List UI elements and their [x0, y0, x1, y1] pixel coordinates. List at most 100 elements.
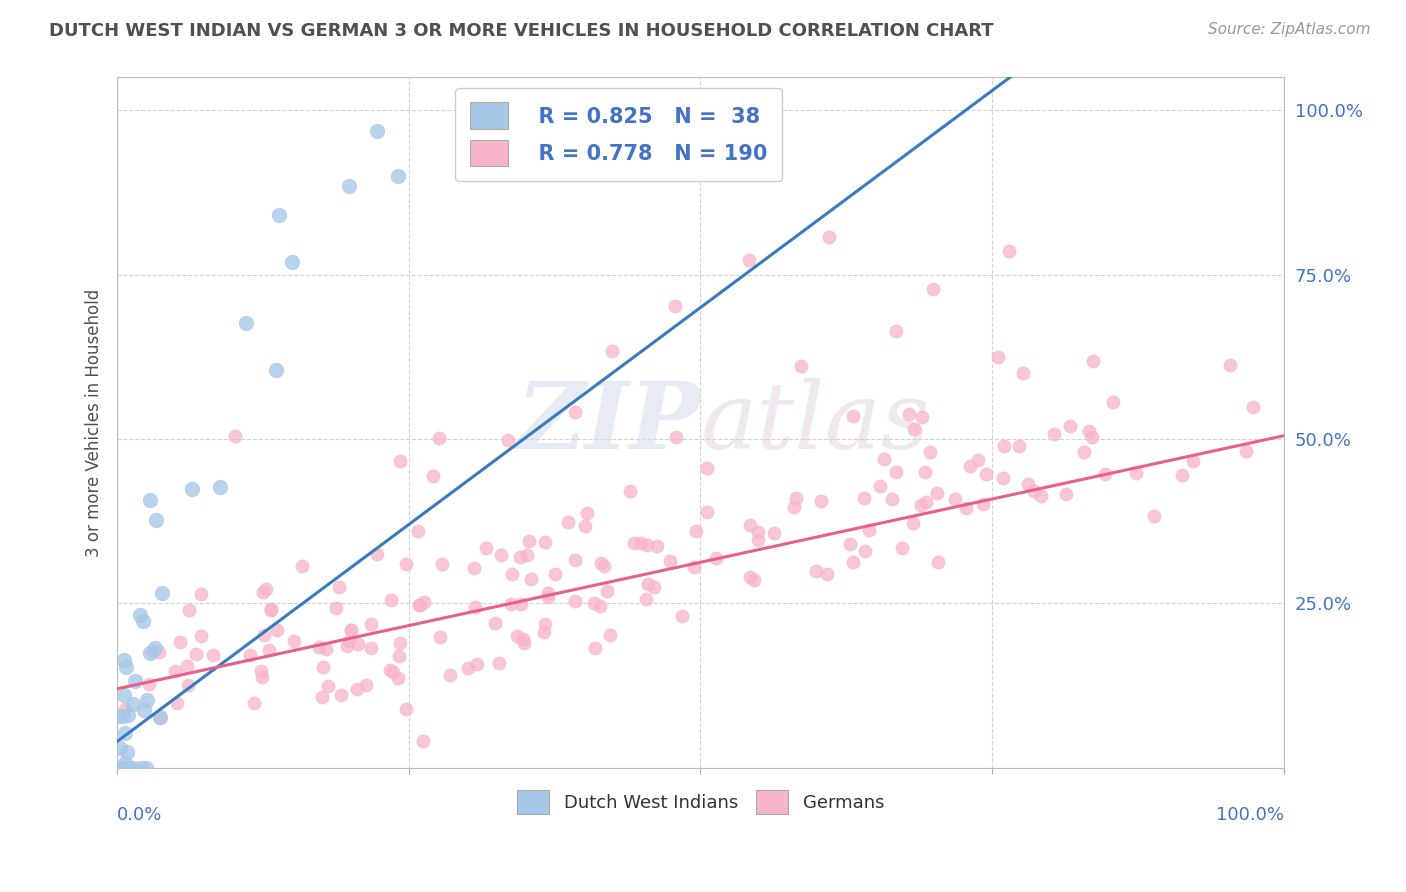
- Point: [143, 640, 166, 655]
- Point: [395, 557, 418, 571]
- Point: [422, 468, 444, 483]
- Point: [1241, 400, 1264, 414]
- Point: [239, 648, 262, 662]
- Point: [534, 616, 557, 631]
- Y-axis label: 3 or more Vehicles in Household: 3 or more Vehicles in Household: [86, 288, 103, 557]
- Point: [145, 513, 167, 527]
- Point: [512, 632, 534, 646]
- Point: [533, 625, 555, 640]
- Point: [149, 710, 172, 724]
- Point: [378, 663, 401, 677]
- Point: [619, 483, 641, 498]
- Point: [636, 591, 658, 606]
- Point: [169, 635, 191, 649]
- Point: [260, 603, 283, 617]
- Point: [818, 230, 841, 244]
- Point: [1043, 426, 1066, 441]
- Point: [564, 594, 586, 608]
- Point: [311, 660, 333, 674]
- Point: [121, 761, 143, 775]
- Point: [1017, 477, 1039, 491]
- Point: [901, 516, 924, 530]
- Point: [704, 550, 727, 565]
- Point: [506, 629, 529, 643]
- Point: [115, 761, 138, 775]
- Point: [432, 557, 454, 571]
- Point: [903, 422, 925, 436]
- Point: [166, 696, 188, 710]
- Point: [108, 708, 131, 723]
- Point: [315, 642, 337, 657]
- Point: [114, 756, 136, 770]
- Point: [740, 570, 762, 584]
- Point: [910, 498, 932, 512]
- Point: [647, 540, 669, 554]
- Point: [243, 696, 266, 710]
- Point: [408, 599, 430, 613]
- Point: [208, 480, 231, 494]
- Point: [250, 670, 273, 684]
- Text: 100.0%: 100.0%: [1216, 805, 1284, 823]
- Point: [412, 595, 434, 609]
- Point: [842, 555, 865, 569]
- Point: [283, 633, 305, 648]
- Point: [884, 465, 907, 479]
- Point: [501, 597, 523, 611]
- Point: [148, 645, 170, 659]
- Point: [281, 255, 304, 269]
- Point: [685, 524, 707, 538]
- Point: [683, 560, 706, 574]
- Point: [329, 688, 352, 702]
- Point: [583, 596, 606, 610]
- Point: [911, 409, 934, 424]
- Point: [987, 350, 1010, 364]
- Point: [762, 526, 785, 541]
- Point: [1219, 359, 1241, 373]
- Point: [110, 741, 132, 756]
- Point: [509, 549, 531, 564]
- Point: [253, 627, 276, 641]
- Point: [136, 692, 159, 706]
- Point: [129, 608, 152, 623]
- Point: [337, 179, 360, 194]
- Point: [513, 636, 536, 650]
- Point: [328, 580, 350, 594]
- Point: [252, 585, 274, 599]
- Point: [112, 688, 135, 702]
- Point: [659, 554, 682, 568]
- Point: [117, 708, 139, 723]
- Point: [190, 587, 212, 601]
- Point: [853, 544, 876, 558]
- Point: [1029, 489, 1052, 503]
- Point: [738, 253, 761, 268]
- Point: [1022, 483, 1045, 498]
- Point: [388, 636, 411, 650]
- Point: [408, 598, 430, 612]
- Point: [738, 517, 761, 532]
- Point: [665, 430, 688, 444]
- Point: [111, 708, 134, 723]
- Point: [124, 673, 146, 688]
- Point: [1073, 445, 1095, 459]
- Point: [1081, 354, 1104, 368]
- Point: [927, 555, 949, 569]
- Point: [387, 169, 409, 183]
- Point: [1102, 395, 1125, 409]
- Point: [115, 745, 138, 759]
- Point: [1181, 454, 1204, 468]
- Point: [1056, 487, 1078, 501]
- Point: [114, 659, 136, 673]
- Point: [806, 564, 828, 578]
- Point: [488, 656, 510, 670]
- Point: [394, 702, 416, 716]
- Point: [380, 593, 402, 607]
- Point: [308, 640, 330, 655]
- Point: [955, 501, 977, 516]
- Point: [139, 493, 162, 508]
- Point: [959, 459, 981, 474]
- Point: [235, 316, 257, 330]
- Point: [489, 548, 512, 562]
- Point: [347, 637, 370, 651]
- Point: [464, 599, 486, 614]
- Text: 0.0%: 0.0%: [117, 805, 163, 823]
